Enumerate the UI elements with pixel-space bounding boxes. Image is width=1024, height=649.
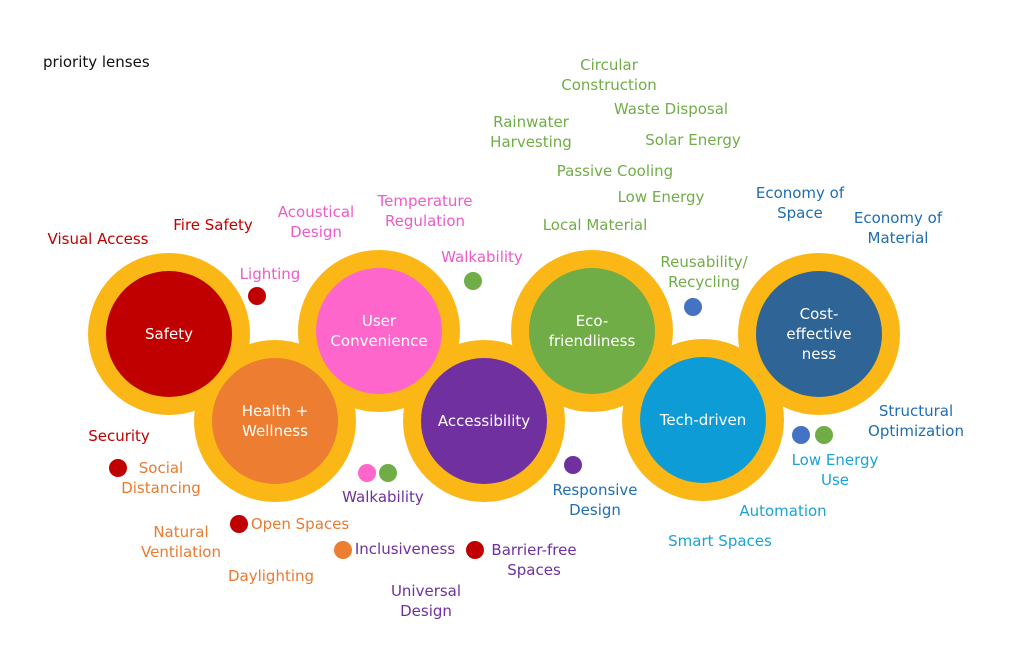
label-security: Security (88, 427, 150, 445)
label-fire-safety: Fire Safety (173, 216, 253, 234)
label-structural-optimization: Structural Optimization (868, 402, 964, 440)
hub-user-convenience: User Convenience (316, 268, 442, 394)
bullet-dot (792, 426, 810, 444)
hub-health-wellness: Health + Wellness (212, 358, 338, 484)
label-responsive-design: Responsive Design (552, 481, 638, 519)
hub-accessibility: Accessibility (421, 358, 547, 484)
label-automation: Automation (739, 502, 827, 520)
label-walkability-bottom: Walkability (342, 488, 424, 506)
bullet-dot (464, 272, 482, 290)
label-social-distancing: Social Distancing (121, 459, 201, 497)
hub-tech-driven: Tech-driven (640, 357, 766, 483)
label-natural-ventilation: Natural Ventilation (141, 523, 221, 561)
bullet-dot (564, 456, 582, 474)
bullet-dot (466, 541, 484, 559)
bullet-dot (358, 464, 376, 482)
bullet-dot (684, 298, 702, 316)
bullet-dot (379, 464, 397, 482)
bullet-dot (248, 287, 266, 305)
label-waste-disposal: Waste Disposal (613, 100, 729, 118)
hub-eco-friendliness: Eco- friendliness (529, 268, 655, 394)
label-acoustical-design: Acoustical Design (277, 203, 355, 241)
label-reusability-recycling: Reusability/ Recycling (660, 253, 748, 291)
label-smart-spaces: Smart Spaces (668, 532, 772, 550)
label-universal-design: Universal Design (390, 582, 462, 620)
hub-safety: Safety (106, 271, 232, 397)
hub-cost-effectiveness: Cost- effective ness (756, 271, 882, 397)
bullet-dot (815, 426, 833, 444)
label-low-energy-use: Low Energy Use (791, 451, 879, 489)
label-low-energy: Low Energy (617, 188, 705, 206)
label-inclusiveness: Inclusiveness (354, 540, 456, 558)
label-circular-construction: Circular Construction (561, 56, 657, 94)
label-temperature-regulation: Temperature Regulation (377, 192, 473, 230)
diagram-title: priority lenses (43, 53, 150, 71)
label-open-spaces: Open Spaces (250, 515, 350, 533)
label-passive-cooling: Passive Cooling (556, 162, 674, 180)
label-lighting: Lighting (239, 265, 301, 283)
label-visual-access: Visual Access (47, 230, 149, 248)
label-daylighting: Daylighting (227, 567, 315, 585)
label-barrier-free-spaces: Barrier-free Spaces (491, 541, 577, 579)
bullet-dot (109, 459, 127, 477)
label-walkability-top: Walkability (441, 248, 523, 266)
bullet-dot (230, 515, 248, 533)
bullet-dot (334, 541, 352, 559)
label-local-material: Local Material (542, 216, 648, 234)
label-economy-of-space: Economy of Space (755, 184, 845, 222)
label-rainwater-harvesting: Rainwater Harvesting (490, 113, 572, 151)
label-solar-energy: Solar Energy (645, 131, 741, 149)
label-economy-of-material: Economy of Material (853, 209, 943, 247)
